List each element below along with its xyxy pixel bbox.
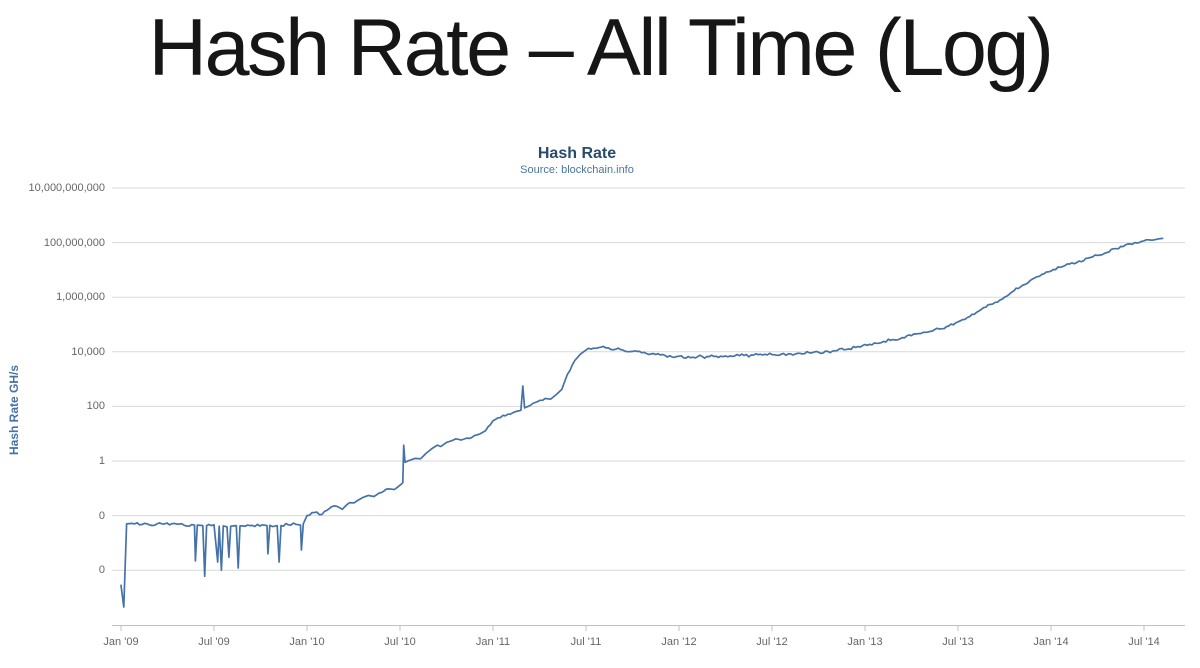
y-axis-label: 10,000,000,000 bbox=[28, 182, 105, 194]
x-axis-label: Jan '11 bbox=[475, 636, 511, 648]
x-axis-label: Jan '14 bbox=[1033, 636, 1069, 648]
x-axis-label: Jul '11 bbox=[570, 636, 602, 648]
hashrate-line bbox=[120, 237, 1164, 608]
y-axis-label: 1,000,000 bbox=[56, 291, 105, 304]
x-axis-label: Jul '10 bbox=[384, 636, 416, 648]
y-axis-label: 1 bbox=[98, 455, 105, 467]
x-axis-label: Jan '10 bbox=[289, 636, 325, 648]
y-axis-label: 100 bbox=[86, 400, 105, 413]
y-axis-label: 100,000,000 bbox=[43, 236, 105, 249]
y-axis-label: 10,000 bbox=[71, 345, 105, 358]
x-axis-label: Jul '14 bbox=[1128, 636, 1160, 648]
x-axis-label: Jan '09 bbox=[103, 636, 139, 648]
chart-subtitle: Source: blockchain.info bbox=[520, 164, 634, 176]
x-axis-label: Jul '09 bbox=[198, 636, 230, 648]
x-axis-label: Jul '12 bbox=[756, 636, 788, 648]
x-axis-label: Jan '12 bbox=[661, 636, 697, 648]
chart-title: Hash Rate bbox=[537, 145, 617, 162]
x-axis-label: Jan '13 bbox=[847, 636, 883, 648]
y-axis-label: 0 bbox=[98, 564, 105, 577]
x-axis-label: Jul '13 bbox=[942, 636, 974, 648]
y-axis-label: 0 bbox=[98, 509, 105, 522]
page-title: Hash Rate – All Time (Log) bbox=[148, 3, 1054, 93]
